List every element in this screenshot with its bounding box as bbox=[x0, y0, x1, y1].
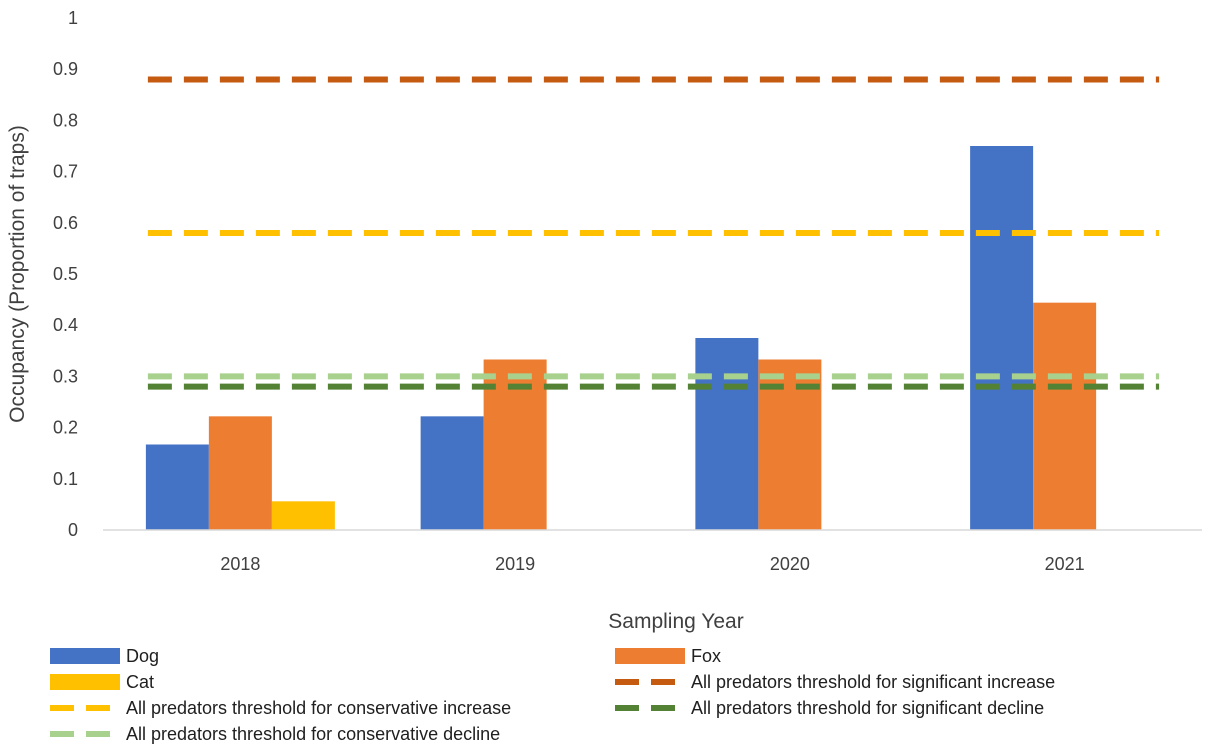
legend-swatch bbox=[50, 674, 120, 690]
legend-label: All predators threshold for conservative… bbox=[126, 698, 511, 718]
y-tick-label: 0.7 bbox=[53, 162, 78, 182]
legend-label: Dog bbox=[126, 646, 159, 666]
x-axis-title: Sampling Year bbox=[608, 610, 743, 633]
y-tick-label: 0 bbox=[68, 520, 78, 540]
y-tick-label: 0.6 bbox=[53, 213, 78, 233]
y-tick-label: 0.3 bbox=[53, 366, 78, 386]
x-axis-ticks: 2018 2019 2020 2021 bbox=[220, 554, 1084, 574]
x-tick-label: 2018 bbox=[220, 554, 260, 574]
legend-label: All predators threshold for conservative… bbox=[126, 724, 500, 744]
legend-label: Fox bbox=[691, 646, 721, 666]
y-tick-label: 0.9 bbox=[53, 59, 78, 79]
legend: Dog Fox Cat All predators threshold for sig… bbox=[50, 646, 1055, 744]
y-tick-label: 0.4 bbox=[53, 315, 78, 335]
bars bbox=[145, 146, 1097, 530]
legend-swatch bbox=[50, 648, 120, 664]
x-tick-label: 2021 bbox=[1045, 554, 1085, 574]
threshold-lines bbox=[147, 76, 1160, 390]
bar-dog-2018 bbox=[145, 444, 209, 530]
legend-label: All predators threshold for significant … bbox=[691, 698, 1044, 718]
y-tick-label: 0.5 bbox=[53, 264, 78, 284]
x-tick-label: 2020 bbox=[770, 554, 810, 574]
y-tick-label: 0.2 bbox=[53, 418, 78, 438]
y-axis-ticks: 0 0.1 0.2 0.3 0.4 0.5 0.6 0.7 0.8 0.9 1 bbox=[53, 8, 78, 540]
y-axis-title: Occupancy (Proportion of traps) bbox=[6, 125, 29, 423]
y-tick-label: 0.1 bbox=[53, 469, 78, 489]
bar-fox-2021 bbox=[1033, 302, 1097, 530]
legend-label: All predators threshold for significant … bbox=[691, 672, 1055, 692]
legend-label: Cat bbox=[126, 672, 154, 692]
y-tick-label: 1 bbox=[68, 8, 78, 28]
x-tick-label: 2019 bbox=[495, 554, 535, 574]
bar-dog-2021 bbox=[970, 146, 1034, 530]
bar-dog-2019 bbox=[420, 416, 484, 530]
bar-dog-2020 bbox=[695, 338, 759, 530]
bar-fox-2018 bbox=[208, 416, 272, 530]
bar-cat-2018 bbox=[271, 501, 335, 530]
legend-swatch bbox=[615, 648, 685, 664]
y-tick-label: 0.8 bbox=[53, 110, 78, 130]
